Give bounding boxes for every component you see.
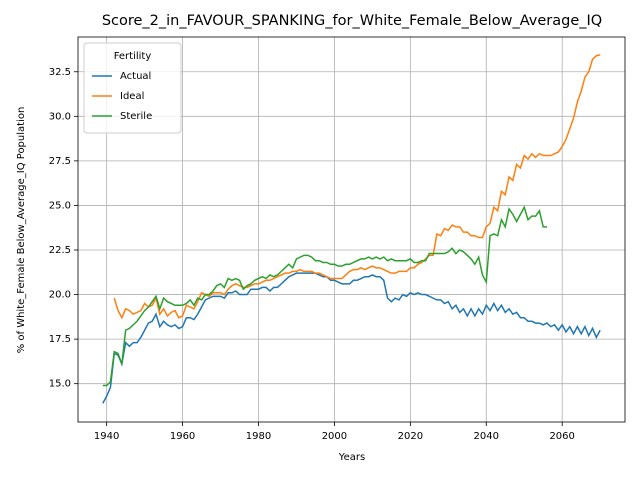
legend-title: Fertility bbox=[114, 51, 152, 62]
legend-label: Ideal bbox=[120, 91, 144, 102]
y-tick-label: 27.5 bbox=[49, 156, 71, 167]
x-tick-label: 2040 bbox=[474, 431, 499, 442]
y-axis-label: % of White_Female Below_Average_IQ Popul… bbox=[16, 107, 27, 354]
y-tick-label: 20.0 bbox=[49, 290, 71, 301]
x-axis-label: Years bbox=[338, 452, 365, 463]
x-tick-label: 1960 bbox=[170, 431, 195, 442]
data-line bbox=[102, 205, 547, 387]
legend-label: Sterile bbox=[120, 111, 152, 122]
plot-frame bbox=[77, 36, 626, 423]
legend-box bbox=[83, 42, 182, 134]
legend-label: Actual bbox=[120, 71, 151, 82]
y-tick-label: 25.0 bbox=[49, 200, 71, 211]
x-tick-label: 2060 bbox=[549, 431, 574, 442]
x-tick-label: 2000 bbox=[322, 431, 347, 442]
x-tick-label: 1940 bbox=[94, 431, 119, 442]
chart-title: Score_2_in_FAVOUR_SPANKING_for_White_Fem… bbox=[102, 13, 602, 29]
y-tick-label: 32.5 bbox=[49, 67, 71, 78]
x-tick-label: 1980 bbox=[246, 431, 271, 442]
y-tick-label: 30.0 bbox=[49, 111, 71, 122]
y-tick-label: 17.5 bbox=[49, 334, 71, 345]
x-tick-label: 2020 bbox=[398, 431, 423, 442]
y-tick-label: 22.5 bbox=[49, 245, 71, 256]
data-line bbox=[113, 54, 601, 320]
y-tick-label: 15.0 bbox=[49, 379, 71, 390]
data-line bbox=[102, 272, 601, 404]
